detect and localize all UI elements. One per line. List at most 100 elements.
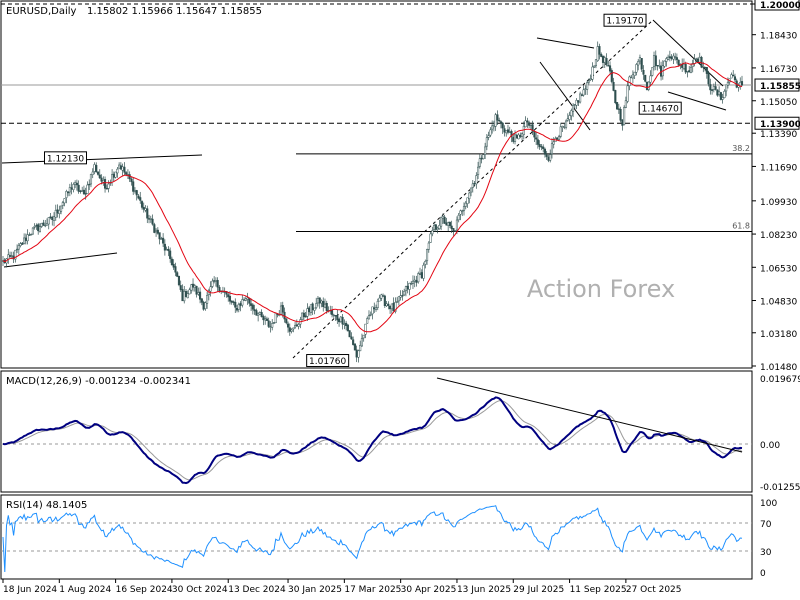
price-tick-label: 1.04830 (760, 298, 797, 308)
candle-body (51, 216, 54, 220)
candle-body (295, 324, 298, 327)
candle-body (345, 322, 348, 326)
candle-body (149, 218, 152, 220)
candle-body (561, 126, 564, 128)
candle-body (274, 313, 277, 324)
candle-body (484, 146, 487, 155)
candle-body (547, 156, 550, 161)
time-tick-label: 30 Jan 2025 (288, 585, 342, 595)
candle-body (271, 323, 274, 328)
candle-body (438, 225, 441, 229)
candle-body (239, 303, 242, 306)
candle-body (411, 280, 415, 284)
candle-body (306, 308, 309, 317)
candle-body (385, 303, 388, 307)
candle-body (448, 222, 451, 226)
candle-body (725, 84, 728, 92)
candle-body (40, 223, 43, 227)
macd-label: MACD(12,26,9) -0.001234 -0.002341 (6, 376, 191, 387)
candle-body (172, 263, 175, 268)
candle-body (575, 99, 578, 106)
candle-body (367, 315, 371, 320)
rsi-tick-label: 70 (760, 520, 772, 530)
candle-body (163, 243, 166, 251)
candle-body (75, 182, 78, 186)
candle-body (696, 58, 700, 63)
candle-body (167, 249, 170, 252)
candle-body (677, 59, 680, 66)
candle-body (489, 129, 492, 136)
candle-body (257, 313, 260, 316)
candle-body (181, 289, 184, 302)
candle-body (190, 284, 193, 291)
candle-body (77, 184, 80, 192)
candle-body (294, 325, 297, 328)
time-tick-label: 1 Aug 2024 (59, 585, 111, 595)
candle-body (125, 172, 128, 175)
candle-body (72, 184, 75, 190)
candle-body (392, 302, 395, 311)
candle-body (98, 174, 101, 179)
candle-body (264, 318, 267, 321)
price-label-box (603, 13, 647, 27)
candle-body (616, 102, 619, 110)
time-tick-label: 29 Jul 2025 (513, 585, 564, 595)
candle-body (628, 76, 631, 87)
candle-body (417, 273, 420, 283)
candle-body (596, 46, 599, 62)
candle-body (183, 291, 186, 302)
candle-body (362, 334, 365, 339)
candle-body (424, 261, 427, 265)
trendlines (1, 19, 727, 359)
candle-body (313, 307, 316, 311)
candle-body (605, 58, 608, 65)
candle-body (96, 171, 100, 175)
candle-body (105, 188, 108, 190)
candle-body (390, 303, 393, 310)
time-tick-label: 17 Mar 2025 (344, 585, 401, 595)
candle-body (707, 72, 710, 85)
candle-body (508, 131, 511, 133)
price-tick-label: 1.09930 (760, 198, 797, 208)
candle-body (177, 275, 181, 286)
candle-body (253, 309, 256, 312)
candle-body (17, 245, 20, 250)
candle-body (374, 307, 378, 310)
candle-body (88, 183, 91, 186)
candle-body (65, 191, 68, 198)
candle-body (492, 125, 495, 128)
candle-body (512, 137, 515, 142)
trendline (667, 91, 727, 111)
candle-body (232, 301, 235, 303)
candle-body (169, 250, 172, 259)
candle-body (387, 303, 390, 306)
candle-body (241, 299, 244, 306)
candle-body (188, 289, 191, 295)
candle-body (204, 302, 207, 309)
candle-body (689, 67, 693, 73)
candle-body (47, 217, 50, 225)
candle-body (49, 216, 52, 218)
candle-body (89, 174, 93, 185)
price-label-box (638, 101, 682, 115)
candle-body (503, 128, 506, 133)
candle-body (513, 134, 517, 142)
time-tick-label: 11 Sep 2025 (570, 585, 627, 595)
candle-body (121, 166, 124, 171)
candle-body (230, 300, 233, 303)
fibonacci-label: 61.8 (732, 222, 750, 231)
candle-body (593, 65, 596, 68)
candle-body (262, 316, 265, 321)
candle-body (26, 234, 29, 242)
candle-body (524, 120, 527, 128)
candle-body (348, 330, 351, 338)
candle-body (550, 143, 554, 155)
candle-body (626, 85, 629, 102)
macd-panel: 0.019679 0.00 -0.012552 MACD(12,26,9) -0.0… (0, 370, 800, 493)
candle-body (647, 81, 650, 90)
candle-body (399, 295, 402, 298)
candle-body (714, 86, 717, 90)
candle-body (255, 310, 258, 316)
candle-body (494, 114, 497, 127)
price-label: 1.01760 (309, 357, 346, 367)
